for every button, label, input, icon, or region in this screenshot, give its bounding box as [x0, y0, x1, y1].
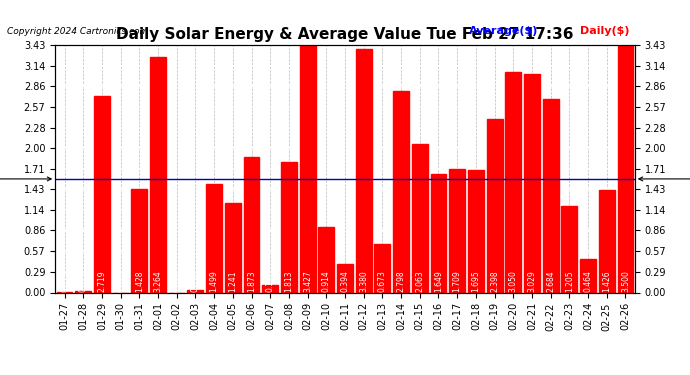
Text: 1.813: 1.813 — [284, 270, 293, 292]
Bar — [318, 226, 334, 292]
Text: Average($): Average($) — [469, 26, 539, 36]
Bar — [468, 170, 484, 292]
Bar — [524, 74, 540, 292]
Bar — [131, 189, 147, 292]
Bar — [618, 40, 633, 292]
Bar — [262, 285, 278, 292]
Bar — [449, 169, 465, 292]
Text: 3.029: 3.029 — [527, 270, 536, 292]
Text: +1.574: +1.574 — [0, 174, 51, 184]
Bar — [412, 144, 428, 292]
Bar — [244, 158, 259, 292]
Text: 3.380: 3.380 — [359, 270, 368, 292]
Text: 1.873: 1.873 — [247, 270, 256, 292]
Text: 0.000: 0.000 — [116, 270, 125, 292]
Bar — [375, 244, 391, 292]
Text: 0.464: 0.464 — [584, 270, 593, 292]
Text: 0.394: 0.394 — [340, 270, 350, 292]
Text: 3.500: 3.500 — [621, 270, 630, 292]
Text: 1.426: 1.426 — [602, 270, 611, 292]
Text: +1.574: +1.574 — [639, 174, 690, 184]
Text: Daily($): Daily($) — [580, 26, 629, 36]
Text: 1.649: 1.649 — [434, 270, 443, 292]
Text: 2.063: 2.063 — [415, 270, 424, 292]
Bar — [281, 162, 297, 292]
Text: 2.398: 2.398 — [490, 270, 499, 292]
Bar — [337, 264, 353, 292]
Bar — [150, 57, 166, 292]
Text: 0.021: 0.021 — [79, 270, 88, 292]
Title: Daily Solar Energy & Average Value Tue Feb 27 17:36: Daily Solar Energy & Average Value Tue F… — [116, 27, 574, 42]
Text: Copyright 2024 Cartronics.com: Copyright 2024 Cartronics.com — [7, 27, 148, 36]
Text: 2.719: 2.719 — [97, 270, 106, 292]
Text: 1.695: 1.695 — [471, 270, 480, 292]
Text: 0.013: 0.013 — [60, 270, 69, 292]
Bar — [206, 184, 222, 292]
Text: 2.798: 2.798 — [397, 270, 406, 292]
Bar — [580, 259, 596, 292]
Bar — [505, 72, 521, 292]
Text: 0.673: 0.673 — [378, 270, 387, 292]
Text: 1.205: 1.205 — [565, 270, 574, 292]
Text: 1.499: 1.499 — [210, 270, 219, 292]
Bar — [57, 291, 72, 292]
Text: 0.102: 0.102 — [266, 270, 275, 292]
Text: 2.684: 2.684 — [546, 270, 555, 292]
Bar — [356, 49, 372, 292]
Bar — [94, 96, 110, 292]
Bar — [486, 120, 502, 292]
Bar — [299, 45, 315, 292]
Bar — [225, 203, 241, 292]
Text: 1.428: 1.428 — [135, 270, 144, 292]
Text: 0.914: 0.914 — [322, 270, 331, 292]
Text: 1.241: 1.241 — [228, 270, 237, 292]
Bar — [431, 174, 446, 292]
Text: 3.050: 3.050 — [509, 270, 518, 292]
Bar — [188, 290, 204, 292]
Text: 3.264: 3.264 — [154, 270, 163, 292]
Text: 1.709: 1.709 — [453, 270, 462, 292]
Bar — [75, 291, 91, 292]
Bar — [562, 206, 578, 292]
Bar — [393, 91, 409, 292]
Text: 0.000: 0.000 — [172, 270, 181, 292]
Bar — [543, 99, 559, 292]
Text: 3.427: 3.427 — [303, 270, 312, 292]
Text: 0.038: 0.038 — [191, 270, 200, 292]
Bar — [599, 190, 615, 292]
